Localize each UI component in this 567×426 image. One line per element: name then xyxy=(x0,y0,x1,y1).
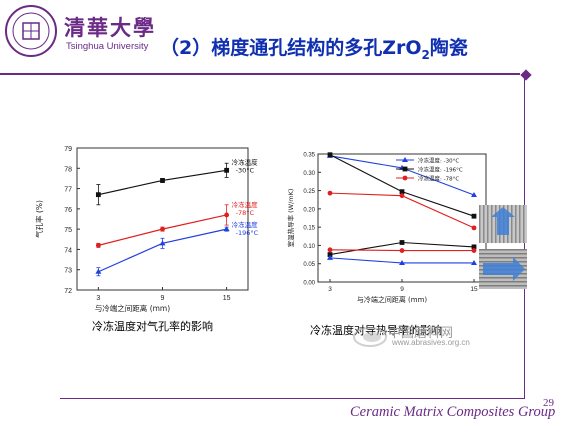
watermark-logo-icon xyxy=(353,327,387,347)
data-point xyxy=(327,252,333,257)
y-axis-label: 气孔率 (%) xyxy=(34,200,44,238)
legend-marker xyxy=(402,175,408,181)
y-axis-label: 室温热导率 (W/mK) xyxy=(286,189,295,248)
y-tick-label: 75 xyxy=(64,227,72,234)
data-point xyxy=(471,213,477,219)
x-tick-label: 15 xyxy=(223,295,231,302)
y-tick-label: 0.20 xyxy=(303,207,315,213)
x-tick-label: 15 xyxy=(470,286,478,293)
series-annotation: 冷冻温度 xyxy=(232,200,259,209)
data-point xyxy=(95,268,102,274)
y-tick-label: 79 xyxy=(64,146,72,153)
conductivity-chart-caption: 冷冻温度对导热导率的影响 xyxy=(310,324,442,337)
data-point xyxy=(159,240,166,246)
data-point xyxy=(399,189,405,195)
university-name: 清華大學 xyxy=(64,15,156,40)
series-annotation: -78°C xyxy=(236,209,255,217)
data-point xyxy=(471,248,477,253)
y-tick-label: 0.25 xyxy=(303,189,315,195)
university-name-en: Tsinghua University xyxy=(66,41,149,52)
footer-divider xyxy=(60,398,525,399)
data-point xyxy=(223,226,230,232)
y-tick-label: 77 xyxy=(64,187,72,194)
series-line xyxy=(329,192,475,229)
data-point xyxy=(160,178,165,183)
y-tick-label: 76 xyxy=(64,207,72,214)
data-point xyxy=(95,192,101,198)
legend-label: 冷冻温度: -30°C xyxy=(418,157,459,165)
y-tick-label: 73 xyxy=(64,268,72,275)
page-number: 29 xyxy=(543,397,554,409)
plot-frame xyxy=(76,147,249,291)
y-tick-label: 0.00 xyxy=(303,281,315,287)
y-tick-label: 78 xyxy=(64,166,72,173)
data-point xyxy=(327,152,333,158)
data-point xyxy=(471,191,477,197)
x-tick-label: 3 xyxy=(328,286,332,293)
data-point xyxy=(471,225,477,231)
series-annotation: 冷冻温度 xyxy=(232,157,259,166)
series-annotation: -30°C xyxy=(236,166,255,174)
watermark-text: 中国磨料网 xyxy=(388,326,454,341)
divider-diamond-icon xyxy=(520,69,532,81)
page-title: （2）梯度通孔结构的多孔ZrO2陶瓷 xyxy=(160,37,468,62)
y-tick-label: 72 xyxy=(64,288,72,295)
microstructure-images xyxy=(479,205,527,289)
y-tick-label: 0.35 xyxy=(303,153,315,159)
data-point xyxy=(224,212,230,218)
header-divider xyxy=(0,73,520,75)
series-annotation: -196°C xyxy=(236,229,259,237)
porosity-chart-caption: 冷冻温度对气孔率的影响 xyxy=(92,320,213,333)
x-axis-label: 与冷端之间距离 (mm) xyxy=(95,303,170,313)
y-tick-label: 0.15 xyxy=(303,226,315,232)
data-point xyxy=(160,226,165,232)
data-point xyxy=(327,190,333,196)
x-tick-label: 3 xyxy=(96,295,100,302)
series-annotation: 冷冻温度 xyxy=(232,220,259,229)
group-name: Ceramic Matrix Composites Group xyxy=(350,404,556,420)
tsinghua-seal-icon xyxy=(5,5,57,57)
legend-marker xyxy=(402,166,408,172)
legend-label: 冷冻温度: -196°C xyxy=(418,166,463,174)
data-point xyxy=(399,240,405,245)
data-point xyxy=(224,167,230,173)
y-tick-label: 74 xyxy=(64,247,72,254)
data-point xyxy=(327,254,333,260)
series-line xyxy=(98,228,227,273)
data-point xyxy=(471,259,477,265)
porosity-chart: 72 73 74 75 76 77 78 79 3 9 15 气孔率 (%) 与冷端之间距离 (mm) 冷… xyxy=(34,146,259,313)
data-point xyxy=(399,193,405,199)
x-axis-label: 与冷端之间距离 (mm) xyxy=(357,295,428,304)
data-point xyxy=(95,242,101,248)
y-tick-label: 0.05 xyxy=(303,262,315,268)
data-point xyxy=(399,259,405,265)
legend-label: 冷冻温度: -78°C xyxy=(418,175,459,183)
thermal-conductivity-chart: 0.00 0.05 0.10 0.15 0.20 0.25 0.30 0.35 3 9 15 室温热导… xyxy=(286,152,487,304)
data-point xyxy=(471,244,477,250)
y-tick-label: 0.30 xyxy=(303,171,315,177)
data-point xyxy=(399,248,405,253)
x-tick-label: 9 xyxy=(400,286,404,293)
x-tick-label: 9 xyxy=(161,295,165,302)
legend-marker xyxy=(402,157,408,162)
y-tick-label: 0.10 xyxy=(303,244,315,250)
data-point xyxy=(327,247,333,253)
watermark-url: www.abrasives.org.cn xyxy=(392,338,470,347)
